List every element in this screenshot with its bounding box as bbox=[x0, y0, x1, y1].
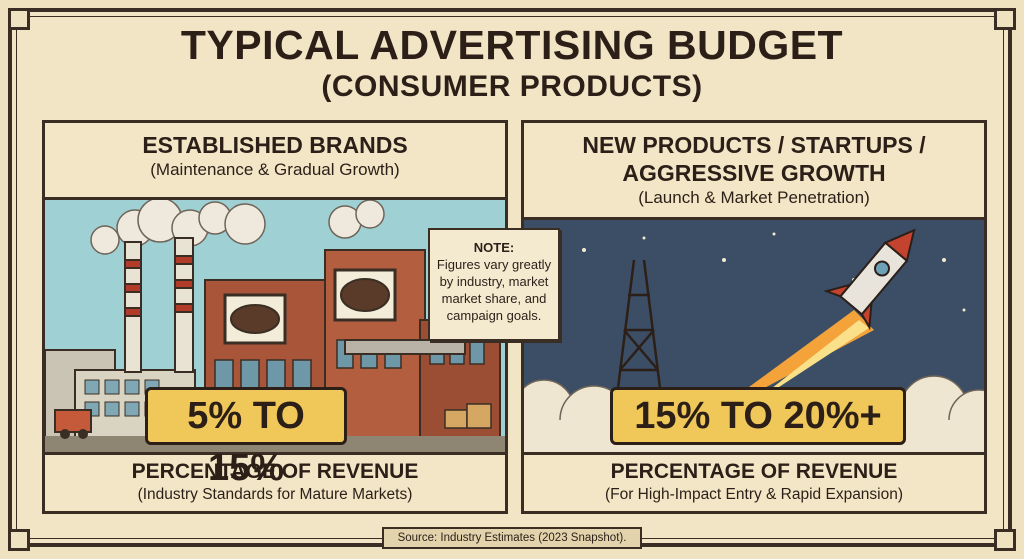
note-body: Figures vary greatly by industry, market… bbox=[436, 257, 552, 323]
frame-corner-ornament bbox=[8, 529, 30, 551]
footer-title: PERCENTAGE OF REVENUE bbox=[131, 460, 419, 483]
panel-header: NEW PRODUCTS / STARTUPS / AGGRESSIVE GRO… bbox=[524, 123, 984, 209]
footer-title: PERCENTAGE OF REVENUE bbox=[610, 460, 898, 483]
footer-subtitle: (Industry Standards for Mature Markets) bbox=[137, 486, 413, 503]
panel-subtitle: (Launch & Market Penetration) bbox=[638, 188, 870, 207]
frame-corner-ornament bbox=[994, 8, 1016, 30]
panel-header: ESTABLISHED BRANDS (Maintenance & Gradua… bbox=[45, 123, 505, 181]
panel-title-line-2: AGGRESSIVE GROWTH bbox=[622, 160, 886, 186]
established-brands-panel: ESTABLISHED BRANDS (Maintenance & Gradua… bbox=[42, 120, 508, 514]
note-card: NOTE: Figures vary greatly by industry, … bbox=[428, 228, 560, 341]
panel-footer: PERCENTAGE OF REVENUE (For High-Impact E… bbox=[524, 455, 984, 511]
percentage-badge: 15% TO 20%+ bbox=[610, 387, 906, 445]
footer-subtitle: (For High-Impact Entry & Rapid Expansion… bbox=[604, 486, 904, 503]
frame-corner-ornament bbox=[994, 529, 1016, 551]
main-subtitle: (CONSUMER PRODUCTS) bbox=[321, 70, 703, 103]
panel-subtitle: (Maintenance & Gradual Growth) bbox=[150, 160, 400, 179]
note-title: NOTE: bbox=[473, 240, 515, 255]
panel-title: ESTABLISHED BRANDS bbox=[142, 132, 408, 158]
startups-panel: NEW PRODUCTS / STARTUPS / AGGRESSIVE GRO… bbox=[521, 120, 987, 514]
main-title: TYPICAL ADVERTISING BUDGET bbox=[180, 22, 844, 68]
source-caption: Source: Industry Estimates (2023 Snapsho… bbox=[382, 527, 642, 549]
panel-title-line-1: NEW PRODUCTS / STARTUPS / bbox=[582, 132, 926, 158]
panel-footer: PERCENTAGE OF REVENUE (Industry Standard… bbox=[45, 455, 505, 511]
percentage-badge: 5% TO 15% bbox=[145, 387, 347, 489]
frame-corner-ornament bbox=[8, 8, 30, 30]
